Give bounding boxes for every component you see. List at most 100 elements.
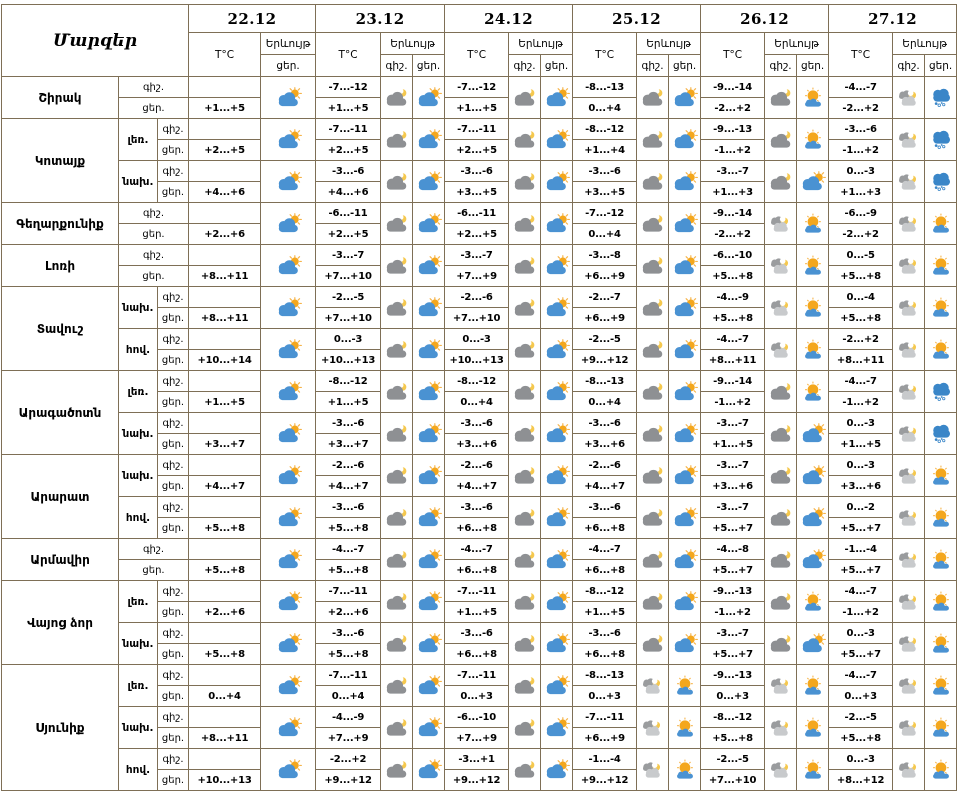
night-weather-icon-cell	[764, 412, 798, 455]
day-weather-icon-cell	[540, 496, 574, 539]
day-weather-icon-cell	[412, 286, 446, 329]
night-temp: 0...-3	[828, 622, 894, 644]
night-subheader: գիշ.	[636, 54, 670, 77]
partly-cloudy-day-icon	[674, 381, 699, 401]
day-temp: +6...+8	[572, 517, 638, 539]
partly-cloudy-night-icon	[899, 90, 917, 106]
partly-cloudy-day-icon	[278, 591, 302, 611]
day-weather-icon-cell	[924, 160, 957, 203]
partly-cloudy-day-icon	[674, 171, 699, 191]
night-temp	[188, 118, 262, 140]
phenomenon-header: Երևույթ	[764, 32, 830, 55]
night-weather-icon-cell	[892, 538, 926, 581]
night-temp: -2...-6	[572, 454, 638, 476]
cloudy-night-icon	[514, 760, 535, 778]
day-weather-icon-cell	[796, 622, 830, 665]
day-temp: -1...+2	[828, 139, 894, 161]
temp-header: T°C	[188, 32, 262, 77]
night-temp: -3...-7	[700, 454, 766, 476]
night-temp: -8...-12	[572, 580, 638, 602]
night-weather-icon-cell	[892, 76, 926, 119]
cloudy-night-icon	[514, 424, 535, 442]
cloudy-night-icon	[770, 424, 791, 442]
night-row: հով. գիշ. -2...+2 -3...+1	[2, 748, 957, 791]
day-weather-icon-cell	[260, 118, 317, 161]
night-weather-icon-cell	[636, 244, 670, 287]
day-subheader: ցեր.	[796, 54, 830, 77]
partly-cloudy-night-icon	[899, 468, 917, 484]
zone-label: հով.	[118, 496, 158, 539]
day-row: ցեր. 0...+4 0...+4 0...+3 0...+3 0...+3 0...+3	[2, 685, 957, 707]
night-temp	[188, 76, 262, 98]
day-temp: +7...+9	[315, 727, 382, 749]
day-temp: +5...+8	[315, 517, 382, 539]
night-temp: -3...-6	[315, 622, 382, 644]
night-weather-icon-cell	[636, 370, 670, 413]
day-weather-icon-cell	[796, 160, 830, 203]
day-weather-icon-cell	[924, 580, 957, 623]
night-temp: -4...-9	[700, 286, 766, 308]
cloudy-night-icon	[514, 508, 535, 526]
day-weather-icon-cell	[796, 202, 830, 245]
night-temp: -3...-7	[444, 244, 510, 266]
mostly-sunny-icon	[804, 255, 822, 275]
day-temp: 0...+3	[444, 685, 510, 707]
cloudy-night-icon	[642, 550, 663, 568]
mostly-sunny-icon	[932, 717, 950, 737]
partly-cloudy-night-icon	[771, 678, 789, 694]
day-row: ցեր. +2...+6 +2...+6 +1...+5 +1...+5 -1...+2-…	[2, 601, 957, 623]
cloudy-night-icon	[386, 256, 407, 274]
partly-cloudy-day-icon	[278, 633, 302, 653]
cloudy-night-icon	[642, 88, 663, 106]
night-temp: -3...-6	[828, 118, 894, 140]
cloudy-night-icon	[642, 592, 663, 610]
day-weather-icon-cell	[796, 454, 830, 497]
night-temp: -3...-6	[444, 496, 510, 518]
night-weather-icon-cell	[764, 118, 798, 161]
day-weather-icon-cell	[668, 202, 702, 245]
day-weather-icon-cell	[924, 496, 957, 539]
day-weather-icon-cell	[668, 454, 702, 497]
day-temp: +8...+11	[700, 349, 766, 371]
day-temp: +3...+5	[444, 181, 510, 203]
partly-cloudy-night-icon	[643, 678, 661, 694]
zone-label: հով.	[118, 748, 158, 791]
period-label-night: գիշ.	[117, 244, 190, 266]
cloudy-night-icon	[642, 466, 663, 484]
day-weather-icon-cell	[412, 706, 446, 749]
forecast-table: Մարզեր 22.12 23.12 24.12 25.12 26.12 27.…	[0, 4, 957, 791]
zone-label: լեռ.	[118, 664, 158, 707]
night-weather-icon-cell	[508, 748, 542, 791]
day-weather-icon-cell	[260, 496, 317, 539]
night-weather-icon-cell	[508, 370, 542, 413]
night-weather-icon-cell	[380, 244, 414, 287]
night-temp: -3...-8	[572, 244, 638, 266]
day-row: ցեր. +8...+11 +7...+10 +7...+10 +6...+9 +5...…	[2, 307, 957, 329]
cloudy-night-icon	[514, 676, 535, 694]
cloudy-night-icon	[386, 424, 407, 442]
day-temp: +5...+8	[700, 307, 766, 329]
day-weather-icon-cell	[412, 76, 446, 119]
partly-cloudy-day-icon	[546, 759, 571, 779]
night-row: նախ. գիշ. -3...-6 -3...-6	[2, 412, 957, 455]
cloudy-night-icon	[386, 340, 407, 358]
day-row: ցեր. +5...+8 +5...+8 +6...+8 +6...+8 +5...+7 +…	[2, 517, 957, 539]
day-temp: +5...+8	[188, 643, 262, 665]
night-temp: -4...-7	[828, 76, 894, 98]
day-temp: +6...+9	[572, 307, 638, 329]
night-temp: -4...-7	[444, 538, 510, 560]
period-label-day: ցեր.	[156, 139, 190, 161]
night-temp	[188, 496, 262, 518]
partly-cloudy-day-icon	[546, 507, 571, 527]
partly-cloudy-day-icon	[278, 549, 302, 569]
day-weather-icon-cell	[668, 664, 702, 707]
zone-label: հով.	[118, 328, 158, 371]
day-temp: 0...+4	[188, 685, 262, 707]
region-name: Արարատ	[1, 454, 119, 539]
partly-cloudy-day-icon	[546, 381, 571, 401]
cloudy-night-icon	[514, 466, 535, 484]
day-temp: +2...+6	[188, 223, 262, 245]
night-temp: -3...-6	[572, 496, 638, 518]
day-weather-icon-cell	[796, 664, 830, 707]
